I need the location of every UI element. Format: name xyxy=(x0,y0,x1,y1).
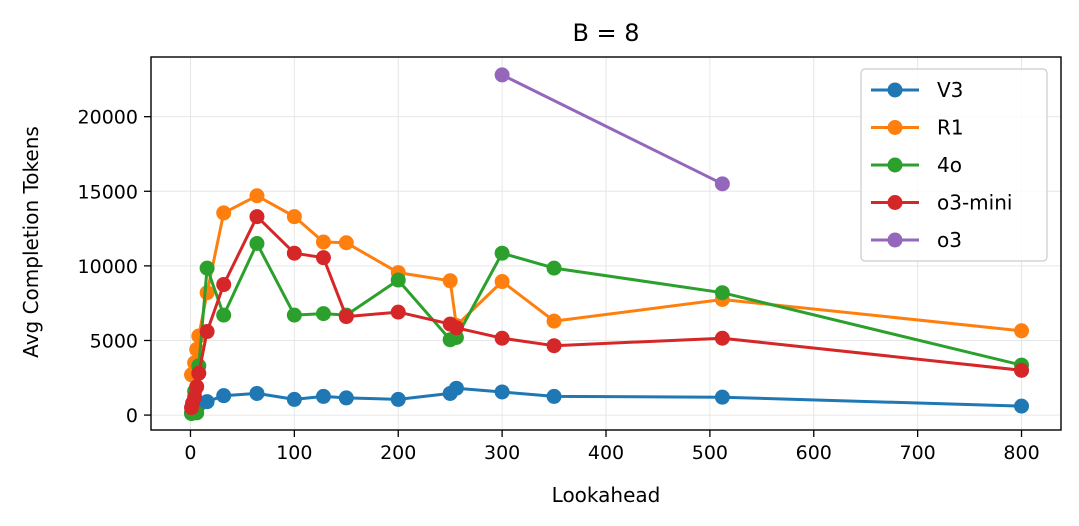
data-point-o3-mini xyxy=(448,320,464,336)
data-point-o3-mini xyxy=(199,324,215,340)
x-axis-label: Lookahead xyxy=(552,483,661,507)
data-point-V3 xyxy=(286,391,302,407)
legend-label: o3-mini xyxy=(937,191,1012,215)
legend-marker xyxy=(887,120,903,135)
data-point-V3 xyxy=(315,388,331,404)
data-point-R1 xyxy=(1014,323,1030,339)
legend-item-R1: R1 xyxy=(871,116,964,140)
data-point-4o xyxy=(286,307,302,323)
data-point-V3 xyxy=(546,388,562,404)
data-point-o3 xyxy=(494,67,510,83)
data-point-R1 xyxy=(315,234,331,250)
series-line-o3 xyxy=(501,73,723,186)
y-tick-label: 0 xyxy=(126,405,138,427)
series-4o xyxy=(184,236,1030,422)
legend-marker xyxy=(887,195,903,210)
data-point-R1 xyxy=(286,209,302,225)
x-tick-label: 600 xyxy=(796,442,832,464)
legend-box xyxy=(860,68,1048,262)
data-point-o3-mini xyxy=(191,365,207,381)
x-tick-label: 0 xyxy=(184,442,196,464)
legend-marker xyxy=(887,232,903,248)
data-point-4o xyxy=(249,236,265,251)
data-point-V3 xyxy=(494,384,510,400)
data-point-V3 xyxy=(199,394,215,410)
x-tick-label: 200 xyxy=(380,442,416,464)
data-point-4o xyxy=(390,272,406,288)
x-tick-label: 800 xyxy=(1003,442,1039,464)
series-o3-mini xyxy=(184,209,1030,416)
data-point-o3-mini xyxy=(216,277,232,293)
data-point-o3-mini xyxy=(714,330,730,346)
legend-marker xyxy=(887,82,903,98)
data-point-R1 xyxy=(199,285,215,301)
data-point-R1 xyxy=(216,205,232,221)
series-o3 xyxy=(494,67,730,192)
x-tick-label: 500 xyxy=(692,442,728,464)
legend: V3 R1 4o o3-mini o3 xyxy=(860,68,1048,262)
x-tick-label: 300 xyxy=(484,442,520,464)
data-point-o3-mini xyxy=(390,304,406,320)
data-point-o3-mini xyxy=(249,209,265,225)
data-point-R1 xyxy=(442,273,458,289)
data-point-o3-mini xyxy=(338,309,354,325)
data-point-V3 xyxy=(1014,398,1030,414)
legend-item-V3: V3 xyxy=(871,78,963,102)
data-point-4o xyxy=(216,307,232,323)
y-tick-label: 15000 xyxy=(78,181,138,203)
x-tick-label: 700 xyxy=(900,442,936,464)
data-point-V3 xyxy=(338,390,354,406)
y-tick-label: 5000 xyxy=(90,330,138,352)
data-point-V3 xyxy=(249,385,265,401)
legend-item-o3-mini: o3-mini xyxy=(871,191,1012,215)
data-point-R1 xyxy=(494,274,510,290)
x-tick-label: 100 xyxy=(276,442,312,464)
axis-ticks: 0 100 200 300 400 500 600 700 800 0 5000 10000 15000… xyxy=(78,107,1040,464)
series-V3 xyxy=(184,380,1030,421)
data-point-V3 xyxy=(216,388,232,404)
data-point-R1 xyxy=(546,313,562,329)
data-point-R1 xyxy=(249,188,265,204)
series-layer xyxy=(184,67,1030,422)
legend-marker xyxy=(887,157,903,173)
data-point-4o xyxy=(546,260,562,276)
data-point-V3 xyxy=(390,391,406,407)
data-point-o3 xyxy=(714,176,730,192)
x-tick-label: 400 xyxy=(588,442,624,464)
y-tick-label: 10000 xyxy=(78,256,138,278)
data-point-4o xyxy=(714,285,730,301)
legend-label: R1 xyxy=(937,116,964,140)
data-point-R1 xyxy=(338,235,354,251)
data-point-o3-mini xyxy=(286,245,302,261)
data-point-V3 xyxy=(448,380,464,396)
data-point-o3-mini xyxy=(315,250,331,266)
legend-item-o3: o3 xyxy=(871,228,962,252)
y-axis-label: Avg Completion Tokens xyxy=(19,126,43,358)
data-point-4o xyxy=(199,260,215,276)
data-point-o3-mini xyxy=(189,379,205,395)
data-point-o3-mini xyxy=(546,338,562,354)
data-point-V3 xyxy=(714,389,730,405)
legend-label: V3 xyxy=(937,78,963,102)
data-point-4o xyxy=(315,306,331,322)
data-point-4o xyxy=(494,245,510,261)
legend-label: 4o xyxy=(937,153,962,177)
legend-item-4o: 4o xyxy=(871,153,962,177)
data-point-o3-mini xyxy=(494,330,510,346)
y-tick-label: 20000 xyxy=(78,107,138,129)
data-point-o3-mini xyxy=(1014,362,1030,378)
legend-label: o3 xyxy=(937,228,962,252)
chart-title: B = 8 xyxy=(572,19,639,47)
